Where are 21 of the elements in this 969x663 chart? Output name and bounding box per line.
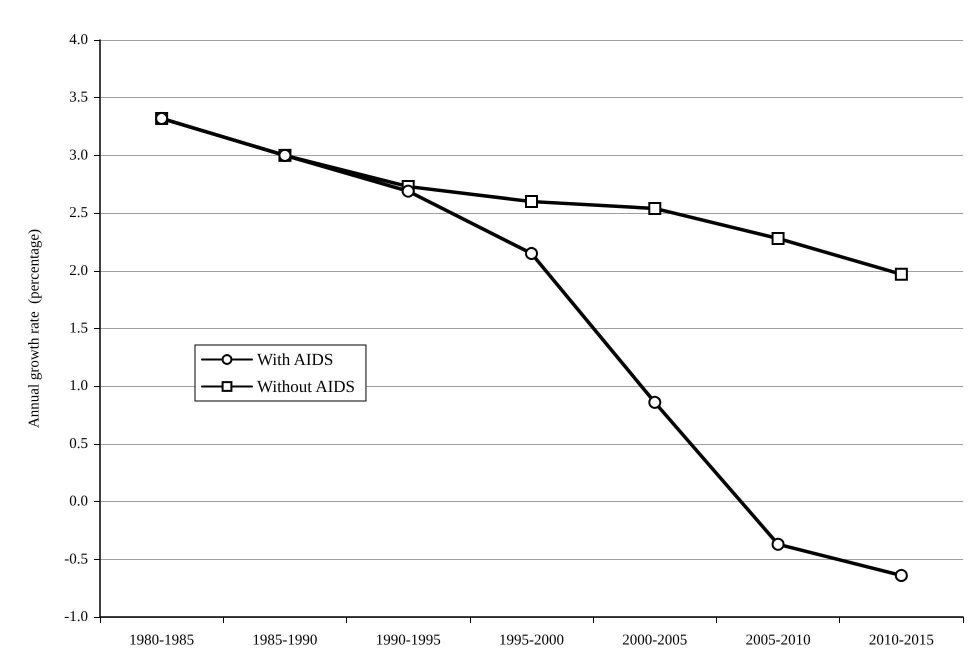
y-tick-label: 4.0 — [69, 32, 88, 48]
x-tick-label: 1980-1985 — [129, 632, 194, 648]
x-tick-label: 2005-2010 — [746, 632, 811, 648]
y-tick-label: 3.0 — [69, 147, 88, 164]
x-tick-label: 2010-2015 — [868, 632, 934, 648]
x-tick-label: 2000-2005 — [622, 632, 688, 648]
x-tick-label: 1990-1995 — [376, 632, 441, 648]
y-tick-label: -0.5 — [64, 551, 88, 568]
y-tick-label: 1.5 — [69, 320, 88, 336]
y-tick-label: 0.0 — [69, 494, 88, 510]
y-axis-title: Annual growth rate (percentage) — [26, 228, 42, 428]
x-tick-label: 1985-1990 — [252, 632, 318, 648]
y-tick-label: -1.0 — [64, 609, 88, 625]
legend-label: Without AIDS — [257, 377, 356, 396]
y-tick-label: 2.0 — [69, 262, 88, 279]
y-tick-label: 0.5 — [69, 436, 88, 452]
x-tick-label: 1995-2000 — [499, 632, 564, 648]
y-tick-label: 2.5 — [69, 205, 88, 222]
y-tick-label: 3.5 — [69, 90, 88, 106]
legend-label: With AIDS — [257, 350, 334, 369]
y-tick-label: 1.0 — [69, 378, 88, 394]
